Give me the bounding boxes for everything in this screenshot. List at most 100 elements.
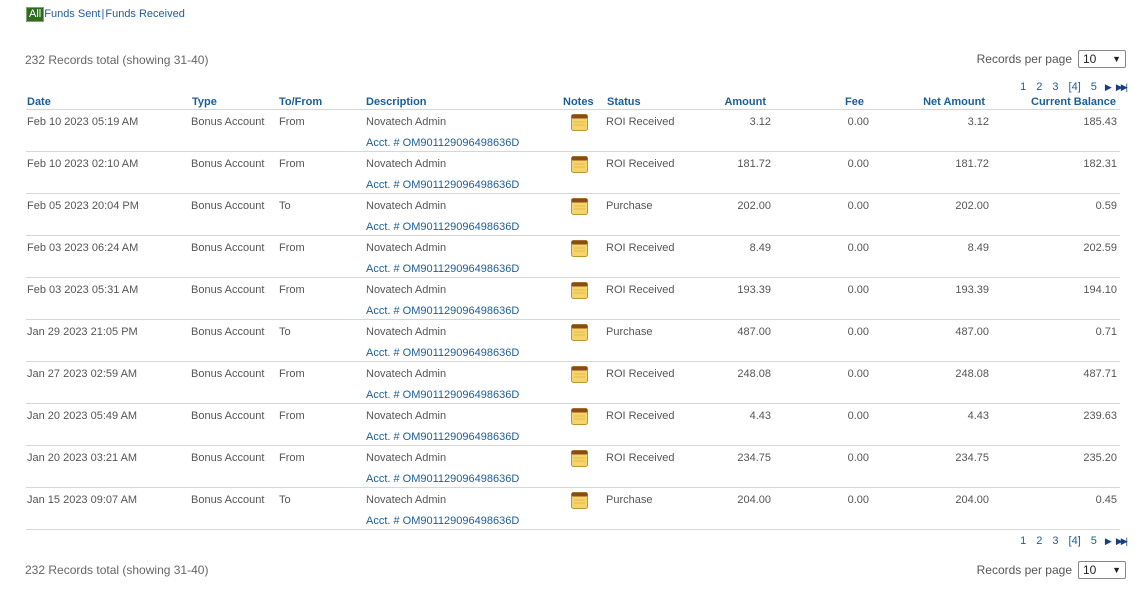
filter-all-button[interactable]: All	[26, 7, 45, 22]
cell-account-link[interactable]: Acct. # OM901129096498636D	[366, 137, 520, 149]
cell-status: Purchase	[606, 494, 653, 506]
col-header-fee[interactable]: Fee	[845, 96, 864, 108]
cell-amount: 3.12	[749, 116, 771, 128]
table-body: Feb 10 2023 05:19 AM Bonus Account From Nov…	[26, 110, 1120, 530]
cell-account-link[interactable]: Acct. # OM901129096498636D	[366, 305, 520, 317]
cell-type: Bonus Account	[191, 200, 265, 212]
cell-description: Novatech Admin	[366, 158, 447, 170]
cell-account-link[interactable]: Acct. # OM901129096498636D	[366, 221, 520, 233]
page-link-3[interactable]: 3	[1052, 81, 1059, 93]
cell-status: ROI Received	[606, 116, 675, 128]
table-row: Feb 10 2023 05:19 AM Bonus Account From Nov…	[26, 110, 1120, 152]
next-page-icon[interactable]: ▶	[1104, 535, 1112, 546]
page-link-current[interactable]: [4]	[1068, 81, 1081, 93]
cell-account-link[interactable]: Acct. # OM901129096498636D	[366, 179, 520, 191]
page-link-5[interactable]: 5	[1090, 535, 1097, 547]
cell-current-balance: 235.20	[1083, 452, 1117, 464]
page-link-2[interactable]: 2	[1036, 81, 1043, 93]
col-header-amount[interactable]: Amount	[724, 96, 766, 108]
col-header-to-from[interactable]: To/From	[279, 96, 323, 108]
table-row: Feb 03 2023 06:24 AM Bonus Account From Nov…	[26, 236, 1120, 278]
col-header-date[interactable]: Date	[27, 96, 51, 108]
note-icon[interactable]	[571, 449, 588, 467]
cell-net-amount: 181.72	[955, 158, 989, 170]
cell-fee: 0.00	[847, 410, 869, 422]
page-link-1[interactable]: 1	[1020, 535, 1027, 547]
records-per-page-top: Records per page 10 ▼	[977, 50, 1126, 68]
col-header-description[interactable]: Description	[366, 96, 427, 108]
note-icon[interactable]	[571, 365, 588, 383]
cell-to-from: From	[279, 158, 305, 170]
cell-fee: 0.00	[847, 368, 869, 380]
pagination-top: 1 2 3 [4] 5 ▶ ▶▶|	[1010, 81, 1128, 93]
cell-current-balance: 487.71	[1083, 368, 1117, 380]
col-header-type[interactable]: Type	[192, 96, 217, 108]
cell-account-link[interactable]: Acct. # OM901129096498636D	[366, 389, 520, 401]
table-row: Feb 10 2023 02:10 AM Bonus Account From Nov…	[26, 152, 1120, 194]
table-row: Feb 05 2023 20:04 PM Bonus Account To Novat…	[26, 194, 1120, 236]
cell-net-amount: 3.12	[967, 116, 989, 128]
cell-current-balance: 185.43	[1083, 116, 1117, 128]
records-per-page-value: 10	[1083, 52, 1097, 66]
cell-type: Bonus Account	[191, 116, 265, 128]
filter-funds-received-link[interactable]: Funds Received	[105, 8, 185, 20]
page-link-3[interactable]: 3	[1052, 535, 1059, 547]
page-link-current[interactable]: [4]	[1068, 535, 1081, 547]
next-page-icon[interactable]: ▶	[1104, 81, 1112, 92]
page-link-5[interactable]: 5	[1090, 81, 1097, 93]
page-link-2[interactable]: 2	[1036, 535, 1043, 547]
cell-date: Jan 20 2023 03:21 AM	[27, 452, 138, 464]
cell-account-link[interactable]: Acct. # OM901129096498636D	[366, 431, 520, 443]
filter-separator: |	[101, 8, 105, 20]
note-icon[interactable]	[571, 281, 588, 299]
cell-net-amount: 204.00	[955, 494, 989, 506]
transactions-table: Date Type To/From Description Notes Stat…	[26, 96, 1120, 530]
records-total-top: 232 Records total (showing 31-40)	[25, 53, 209, 67]
cell-date: Jan 29 2023 21:05 PM	[27, 326, 138, 338]
cell-account-link[interactable]: Acct. # OM901129096498636D	[366, 473, 520, 485]
note-icon[interactable]	[571, 239, 588, 257]
cell-description: Novatech Admin	[366, 326, 447, 338]
filter-funds-sent-link[interactable]: Funds Sent	[44, 8, 101, 20]
cell-net-amount: 202.00	[955, 200, 989, 212]
records-per-page-select[interactable]: 10 ▼	[1078, 50, 1126, 68]
cell-description: Novatech Admin	[366, 494, 447, 506]
records-per-page-select[interactable]: 10 ▼	[1078, 561, 1126, 579]
cell-description: Novatech Admin	[366, 284, 447, 296]
cell-current-balance: 202.59	[1083, 242, 1117, 254]
last-page-icon[interactable]: ▶▶|	[1115, 535, 1128, 546]
note-icon[interactable]	[571, 113, 588, 131]
cell-account-link[interactable]: Acct. # OM901129096498636D	[366, 347, 520, 359]
cell-amount: 181.72	[737, 158, 771, 170]
cell-current-balance: 182.31	[1083, 158, 1117, 170]
note-icon[interactable]	[571, 197, 588, 215]
records-per-page-value: 10	[1083, 563, 1097, 577]
note-icon[interactable]	[571, 491, 588, 509]
note-icon[interactable]	[571, 407, 588, 425]
cell-amount: 487.00	[737, 326, 771, 338]
table-row: Jan 20 2023 03:21 AM Bonus Account From Nov…	[26, 446, 1120, 488]
last-page-icon[interactable]: ▶▶|	[1115, 81, 1128, 92]
cell-account-link[interactable]: Acct. # OM901129096498636D	[366, 263, 520, 275]
chevron-down-icon: ▼	[1112, 565, 1121, 575]
cell-type: Bonus Account	[191, 368, 265, 380]
cell-fee: 0.00	[847, 200, 869, 212]
cell-current-balance: 194.10	[1083, 284, 1117, 296]
cell-account-link[interactable]: Acct. # OM901129096498636D	[366, 515, 520, 527]
col-header-status[interactable]: Status	[607, 96, 641, 108]
cell-current-balance: 0.59	[1095, 200, 1117, 212]
cell-description: Novatech Admin	[366, 410, 447, 422]
note-icon[interactable]	[571, 323, 588, 341]
cell-current-balance: 0.45	[1095, 494, 1117, 506]
cell-fee: 0.00	[847, 452, 869, 464]
note-icon[interactable]	[571, 155, 588, 173]
cell-status: ROI Received	[606, 242, 675, 254]
page-link-1[interactable]: 1	[1020, 81, 1027, 93]
col-header-net-amount[interactable]: Net Amount	[923, 96, 985, 108]
cell-type: Bonus Account	[191, 242, 265, 254]
cell-status: ROI Received	[606, 284, 675, 296]
cell-to-from: To	[279, 494, 291, 506]
col-header-current-balance[interactable]: Current Balance	[1031, 96, 1116, 108]
cell-date: Feb 10 2023 05:19 AM	[27, 116, 139, 128]
cell-fee: 0.00	[847, 242, 869, 254]
